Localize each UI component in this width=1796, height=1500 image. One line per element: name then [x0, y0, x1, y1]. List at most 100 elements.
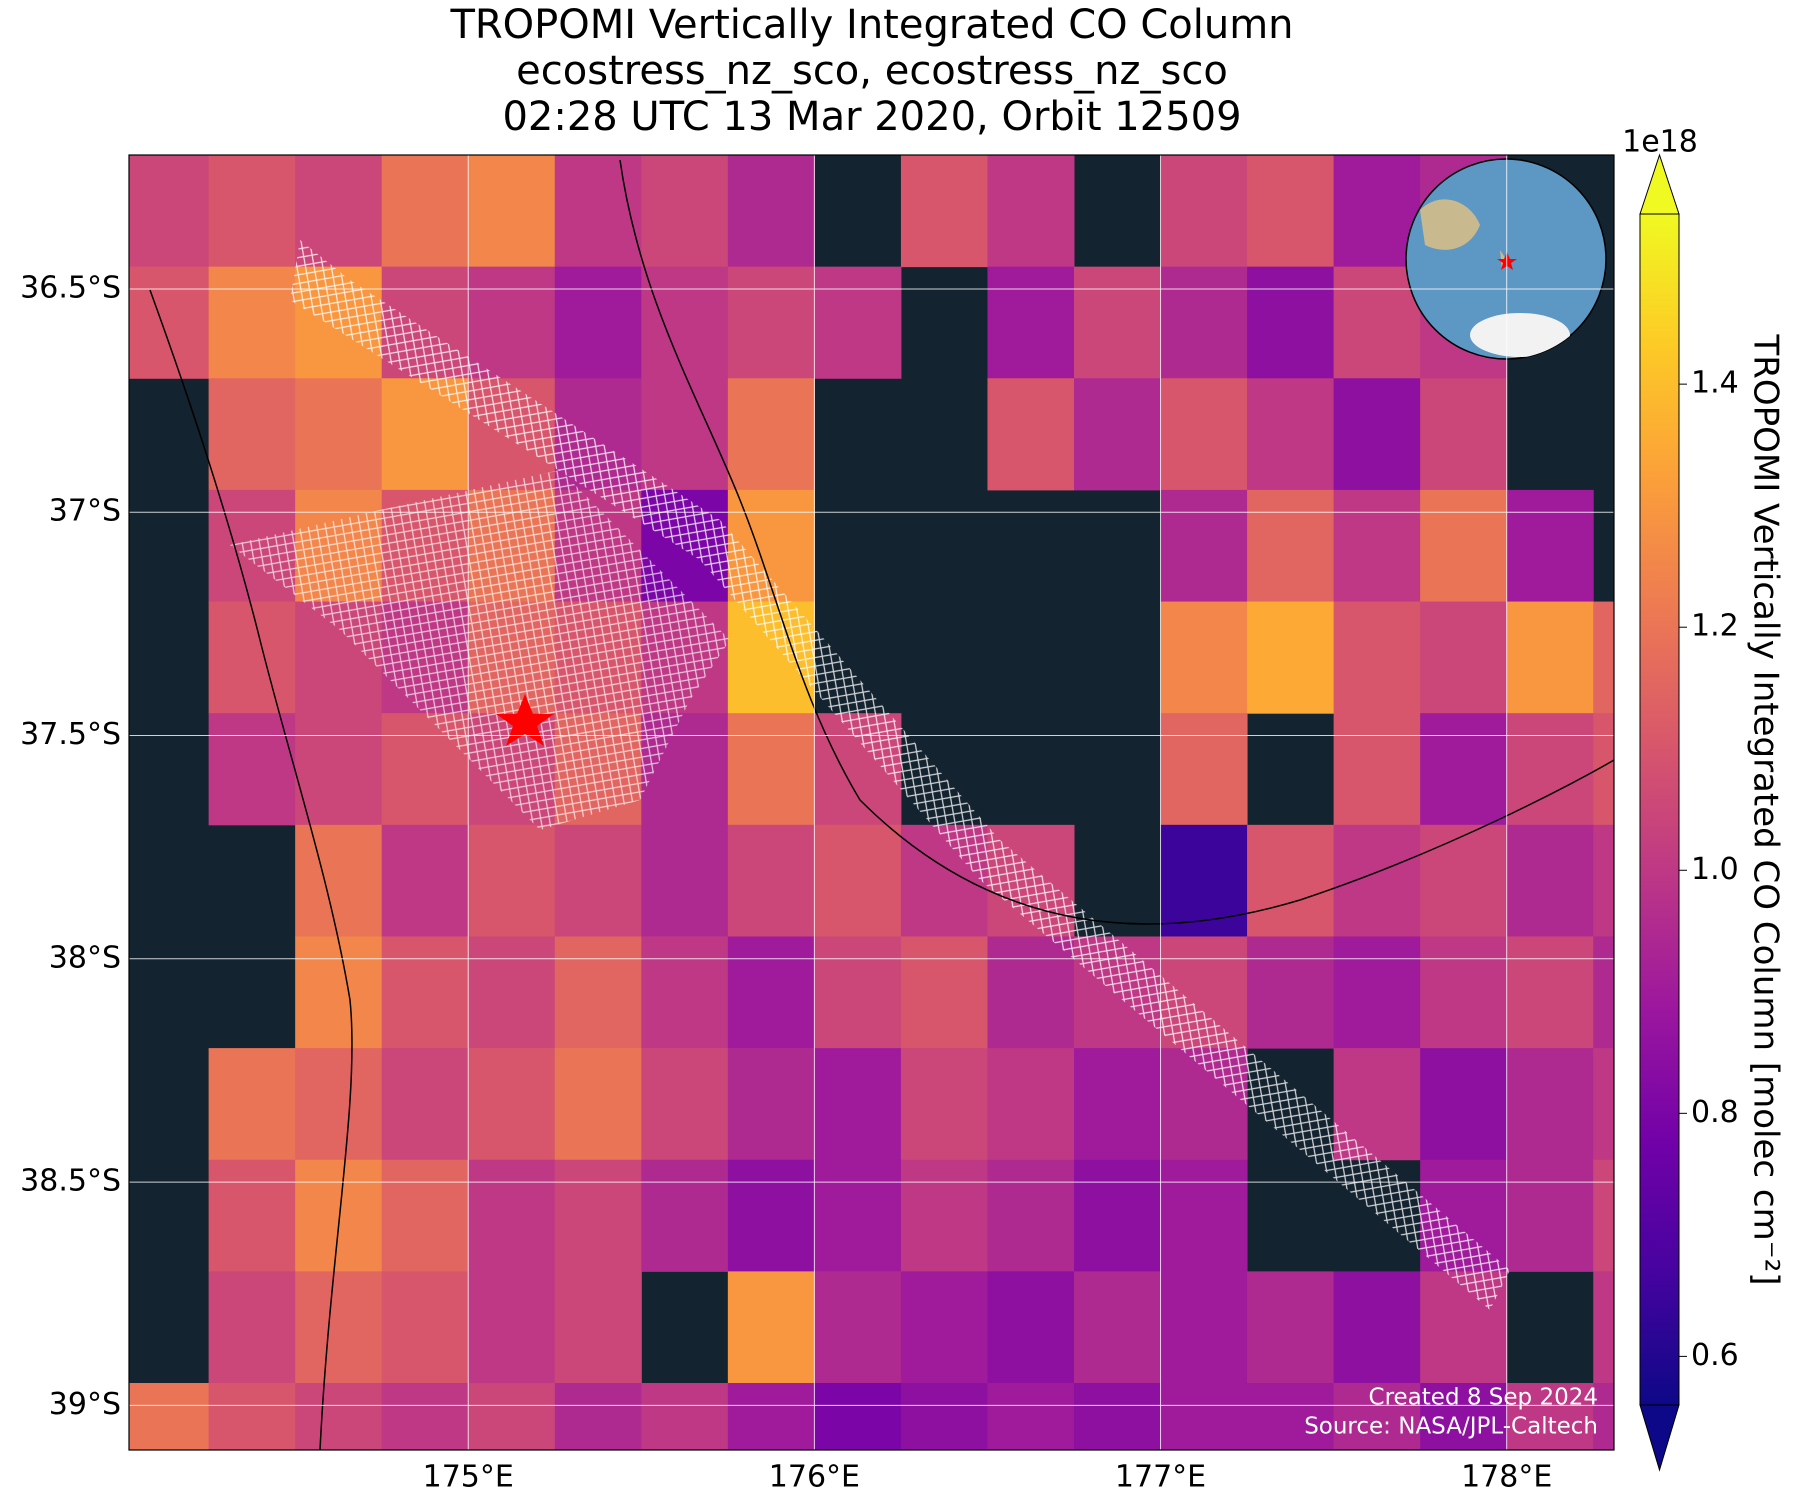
co-cell	[295, 378, 383, 491]
co-cell	[554, 266, 642, 379]
co-cell	[208, 1271, 296, 1384]
co-cell	[468, 1048, 556, 1161]
co-cell	[554, 1048, 642, 1161]
co-cell	[1160, 155, 1248, 268]
co-cell	[468, 824, 556, 937]
co-cell	[900, 1383, 988, 1450]
co-cell	[987, 266, 1075, 379]
x-tick-label: 175°E	[423, 1460, 514, 1495]
co-cell	[641, 936, 729, 1049]
co-cell	[554, 824, 642, 937]
co-cell	[1160, 601, 1248, 714]
co-cell	[468, 936, 556, 1049]
co-cell	[554, 936, 642, 1049]
y-tick-label: 38.5°S	[20, 1164, 121, 1199]
colorbar: 0.6 0.8 1.0 1.2 1.4	[1639, 153, 1739, 1472]
x-tick-label: 178°E	[1461, 1460, 1552, 1495]
co-cell	[1333, 1383, 1421, 1450]
co-cell	[1160, 824, 1248, 937]
co-cell	[1333, 713, 1421, 826]
co-cell	[1506, 1159, 1594, 1272]
co-cell	[1506, 601, 1594, 714]
subtitle: ecostress_nz_sco, ecostress_nz_sco	[516, 48, 1228, 94]
co-cell	[814, 266, 902, 379]
co-cell	[381, 1159, 469, 1272]
co-cell	[1074, 1383, 1162, 1450]
co-cell	[295, 713, 383, 826]
co-cell	[1420, 1048, 1508, 1161]
co-cell	[1247, 824, 1335, 937]
y-tick-label: 36.5°S	[20, 270, 121, 305]
co-cell	[1420, 824, 1508, 937]
x-tick-label: 177°E	[1115, 1460, 1206, 1495]
co-cell	[641, 155, 729, 268]
co-cell	[727, 1383, 815, 1450]
co-cell	[468, 1159, 556, 1272]
co-cell	[641, 1383, 729, 1450]
co-cell	[1160, 266, 1248, 379]
grid	[129, 155, 1614, 1450]
co-cell	[1420, 713, 1508, 826]
co-cell	[987, 1271, 1075, 1384]
co-cell	[554, 1159, 642, 1272]
co-cell	[987, 1383, 1075, 1450]
co-cell	[814, 1159, 902, 1272]
y-tick-label: 39°S	[49, 1387, 121, 1422]
co-cell	[1420, 378, 1508, 491]
co-cell	[1333, 601, 1421, 714]
swath	[290, 240, 1510, 1310]
co-cell	[900, 1159, 988, 1272]
co-cell	[554, 1271, 642, 1384]
co-cell	[381, 1271, 469, 1384]
co-cell	[641, 1048, 729, 1161]
y-tick-label: 37.5°S	[20, 717, 121, 752]
inset-land	[1470, 313, 1570, 357]
co-cell	[1593, 824, 1614, 937]
co-cell	[381, 155, 469, 268]
co-cell	[727, 936, 815, 1049]
source-note: Source: NASA/JPL-Caltech	[1304, 1414, 1598, 1440]
co-cell	[1160, 713, 1248, 826]
co-cell	[208, 1048, 296, 1161]
co-cell	[1074, 378, 1162, 491]
co-cell	[987, 155, 1075, 268]
co-cell	[208, 1159, 296, 1272]
co-cell	[1074, 266, 1162, 379]
co-cell	[1593, 713, 1614, 826]
co-cell	[1247, 1271, 1335, 1384]
co-cell	[1333, 266, 1421, 379]
co-cell	[641, 266, 729, 379]
co-cell	[1333, 489, 1421, 603]
co-cell	[1160, 1159, 1248, 1272]
colorbar-frame	[1639, 213, 1680, 1406]
co-cell	[468, 266, 556, 379]
co-cell	[1420, 489, 1508, 603]
co-cell	[727, 155, 815, 268]
coastline	[149, 289, 353, 1450]
x-tick-label: 176°E	[769, 1460, 860, 1495]
co-cell	[1593, 1048, 1614, 1161]
co-cell	[1506, 1048, 1594, 1161]
co-cell	[1593, 601, 1614, 714]
co-cell	[1506, 489, 1594, 603]
co-cell	[554, 155, 642, 268]
co-cell	[727, 1271, 815, 1384]
co-cell	[208, 1383, 296, 1450]
co-cell	[987, 1048, 1075, 1161]
co-cell	[554, 1383, 642, 1450]
co-cell	[1074, 1271, 1162, 1384]
co-cell	[727, 824, 815, 937]
co-cell	[1420, 936, 1508, 1049]
swath-2	[230, 470, 730, 830]
co-cell	[381, 1048, 469, 1161]
co-cell	[641, 1159, 729, 1272]
co-cell	[1160, 489, 1248, 603]
co-cell	[727, 713, 815, 826]
colorbar-tick-label: 1.2	[1691, 609, 1739, 644]
co-cell	[900, 155, 988, 268]
co-cell	[900, 936, 988, 1049]
co-cell	[381, 824, 469, 937]
colorbar-extend-max	[1639, 153, 1680, 215]
colorbar-tick-label: 0.6	[1691, 1338, 1739, 1373]
